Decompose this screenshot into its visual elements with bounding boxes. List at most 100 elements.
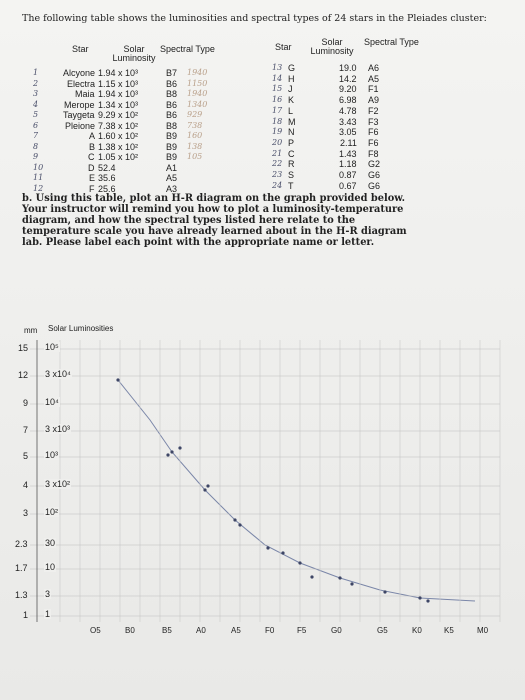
star-name: D — [88, 162, 95, 173]
spectral-type: B7 — [166, 68, 178, 78]
star-name: E — [89, 173, 96, 183]
star-name: F — [89, 183, 95, 194]
mm-label: 7 — [23, 425, 29, 435]
hand-point — [266, 546, 270, 550]
mm-label: 5 — [23, 451, 29, 461]
mm-label: 1.3 — [15, 590, 28, 600]
intro: The following table shows the luminositi… — [22, 13, 487, 24]
spectral-label: K0 — [412, 626, 422, 635]
luminosity-label: 3 — [44, 589, 52, 599]
mm-label: 1 — [23, 610, 29, 620]
mm-label: 4 — [23, 480, 29, 490]
hand-point — [206, 484, 210, 488]
luminosity: 0.87 — [339, 170, 357, 180]
luminosity: 19.0 — [339, 63, 357, 73]
spectral-type: B8 — [166, 89, 178, 99]
spectral-label: G5 — [377, 626, 388, 635]
hand-point — [338, 576, 342, 580]
spectral-type: F1 — [368, 84, 379, 95]
hand-note: 1340 — [187, 99, 208, 109]
luminosity: 2.11 — [340, 137, 357, 148]
star-name: Merope — [64, 99, 95, 110]
luminosity: 52.4 — [98, 162, 116, 173]
luminosity: 1.60 x 10² — [98, 131, 139, 141]
luminosity: 35.6 — [98, 173, 116, 183]
spectral-label: A0 — [196, 626, 206, 635]
spectral-type: F3 — [368, 116, 379, 127]
luminosity: 1.18 — [339, 159, 357, 170]
luminosity-label: 10 — [44, 562, 57, 572]
row-number: 8 — [33, 141, 39, 151]
row-number: 16 — [272, 95, 283, 105]
spectral-type: A6 — [368, 63, 380, 73]
star-letter: T — [288, 180, 294, 191]
luminosity: 3.43 — [339, 116, 357, 127]
star-name: Alcyone — [63, 68, 96, 78]
star-name: Electra — [67, 78, 96, 89]
luminosity: 6.98 — [339, 95, 357, 106]
mm-label: 2.3 — [15, 539, 28, 549]
star-letter: J — [288, 84, 293, 95]
row-number: 3 — [33, 89, 39, 98]
spectral-type: F6 — [368, 137, 379, 148]
mm-label: 3 — [23, 508, 29, 518]
star-name: A — [89, 131, 96, 141]
luminosity: 1.38 x 10² — [98, 141, 139, 152]
hand-point — [238, 523, 242, 527]
hand-note: 738 — [187, 120, 203, 130]
luminosity: 14.2 — [339, 73, 357, 84]
luminosity-label: 10⁵ — [44, 342, 60, 352]
mm-label: 9 — [23, 398, 29, 408]
hand-point — [426, 599, 430, 603]
row-number: 15 — [272, 84, 283, 94]
luminosity-label: 3 x10⁴ — [44, 369, 72, 379]
table-header: Star — [72, 44, 89, 54]
star-letter: C — [288, 148, 295, 159]
hand-point — [233, 518, 237, 522]
hand-point — [281, 551, 285, 555]
row-number: 1 — [33, 68, 39, 77]
spectral-type: F2 — [368, 105, 379, 116]
star-letter: P — [288, 137, 295, 148]
star-name: Taygeta — [63, 110, 95, 120]
spectral-type: B9 — [166, 131, 178, 141]
row-number: 19 — [272, 127, 283, 137]
luminosity-label: 10³ — [44, 450, 60, 460]
luminosity: 9.29 x 10² — [98, 110, 139, 120]
spectral-type: A3 — [166, 183, 178, 194]
hand-point — [203, 488, 207, 492]
spectral-type: A5 — [166, 173, 178, 183]
spectral-type: F6 — [368, 127, 379, 138]
spectral-label: B0 — [125, 626, 135, 635]
question: b. Using this table, plot an H-R diagram… — [22, 193, 407, 248]
row-number: 21 — [272, 148, 283, 158]
hand-note: 1150 — [187, 78, 208, 88]
spectral-label: M0 — [477, 626, 489, 635]
luminosity-label: 10² — [44, 507, 60, 517]
hand-point — [298, 561, 302, 565]
table-header: Spectral Type — [364, 37, 419, 47]
star-letter: N — [288, 127, 295, 138]
hand-point — [383, 590, 387, 594]
spectral-type: F8 — [368, 148, 379, 159]
hand-point — [350, 582, 354, 586]
spectral-type: A9 — [368, 95, 380, 106]
row-number: 7 — [33, 131, 39, 140]
row-number: 14 — [272, 73, 283, 83]
row-number: 2 — [33, 78, 39, 88]
spectral-label: G0 — [331, 626, 342, 635]
luminosity-label: 3 x10² — [44, 479, 72, 489]
table-header: Solar Luminosity — [310, 37, 354, 56]
hand-note: 1940 — [187, 89, 208, 98]
luminosity: 25.6 — [98, 183, 116, 194]
luminosity: 7.38 x 10² — [98, 120, 139, 131]
luminosity-label: 3 x10³ — [44, 424, 72, 434]
table-header: Spectral Type — [160, 44, 215, 54]
row-number: 11 — [33, 173, 44, 182]
spectral-type: B6 — [166, 99, 178, 110]
hand-point — [166, 453, 170, 457]
spectral-label: B5 — [162, 626, 172, 635]
star-letter: H — [288, 73, 295, 84]
spectral-type: A5 — [368, 73, 380, 84]
